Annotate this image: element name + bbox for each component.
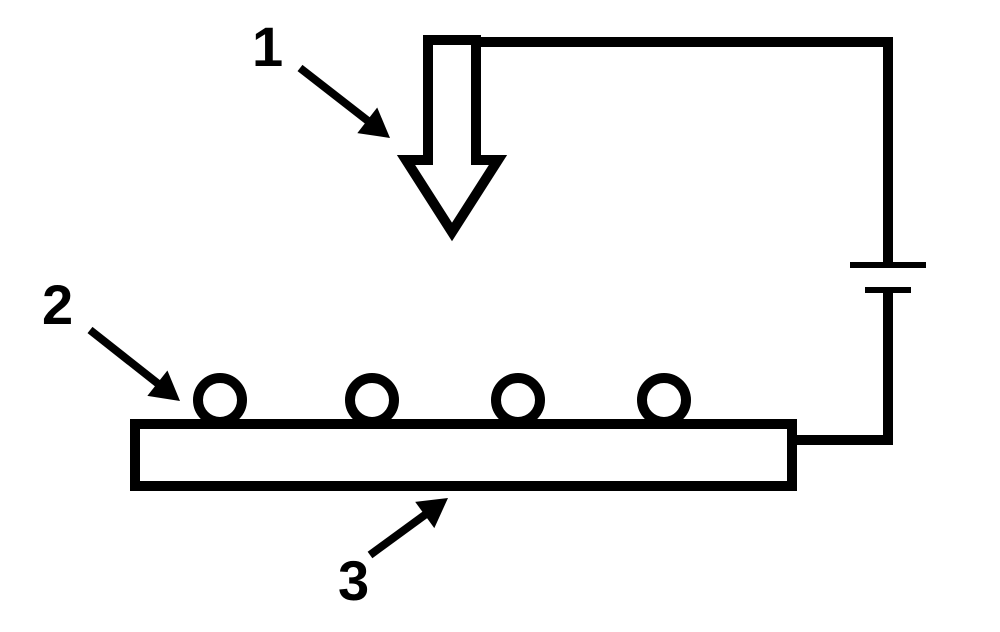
particles-group (198, 378, 686, 422)
particle-circle (642, 378, 686, 422)
label-3: 3 (338, 548, 369, 613)
diagram-svg (0, 0, 1000, 627)
hollow-arrow-electrode (406, 40, 498, 232)
wire-top (476, 42, 888, 265)
arrow-2 (90, 330, 180, 401)
diagram-container: 1 2 3 (0, 0, 1000, 627)
label-1: 1 (252, 14, 283, 79)
particle-circle (198, 378, 242, 422)
particle-circle (350, 378, 394, 422)
substrate-plate (135, 424, 792, 486)
arrow-1 (300, 68, 390, 138)
label-2: 2 (42, 272, 73, 337)
wire-bottom (792, 290, 888, 440)
arrow-3 (370, 498, 448, 555)
particle-circle (496, 378, 540, 422)
